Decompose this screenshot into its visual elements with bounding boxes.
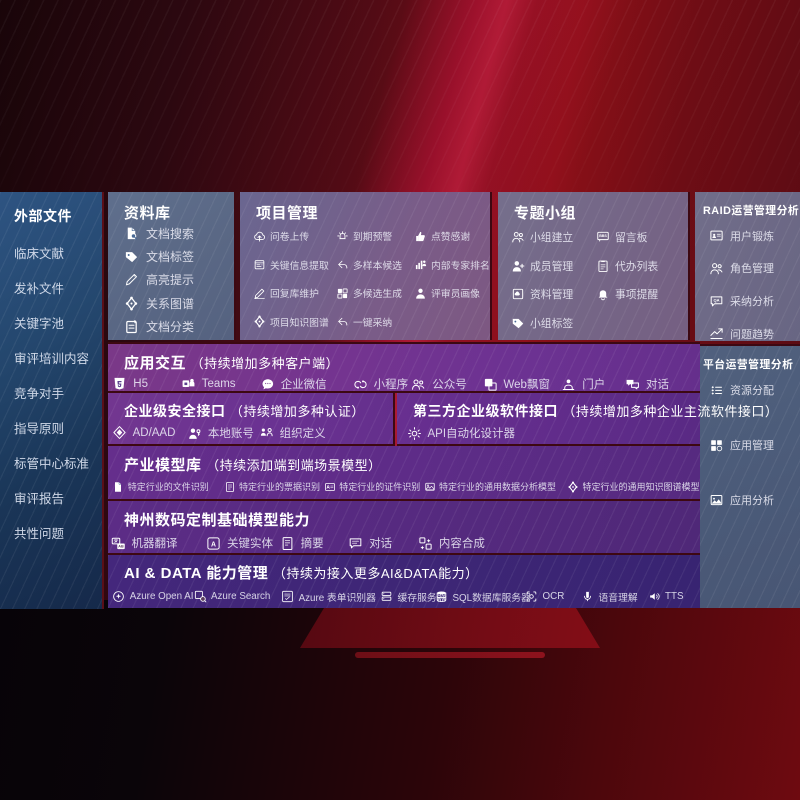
- svg-text:BBS: BBS: [599, 234, 607, 238]
- svg-text:QA: QA: [713, 297, 719, 302]
- svg-text:A: A: [211, 541, 216, 548]
- svg-text:AB: AB: [118, 544, 124, 548]
